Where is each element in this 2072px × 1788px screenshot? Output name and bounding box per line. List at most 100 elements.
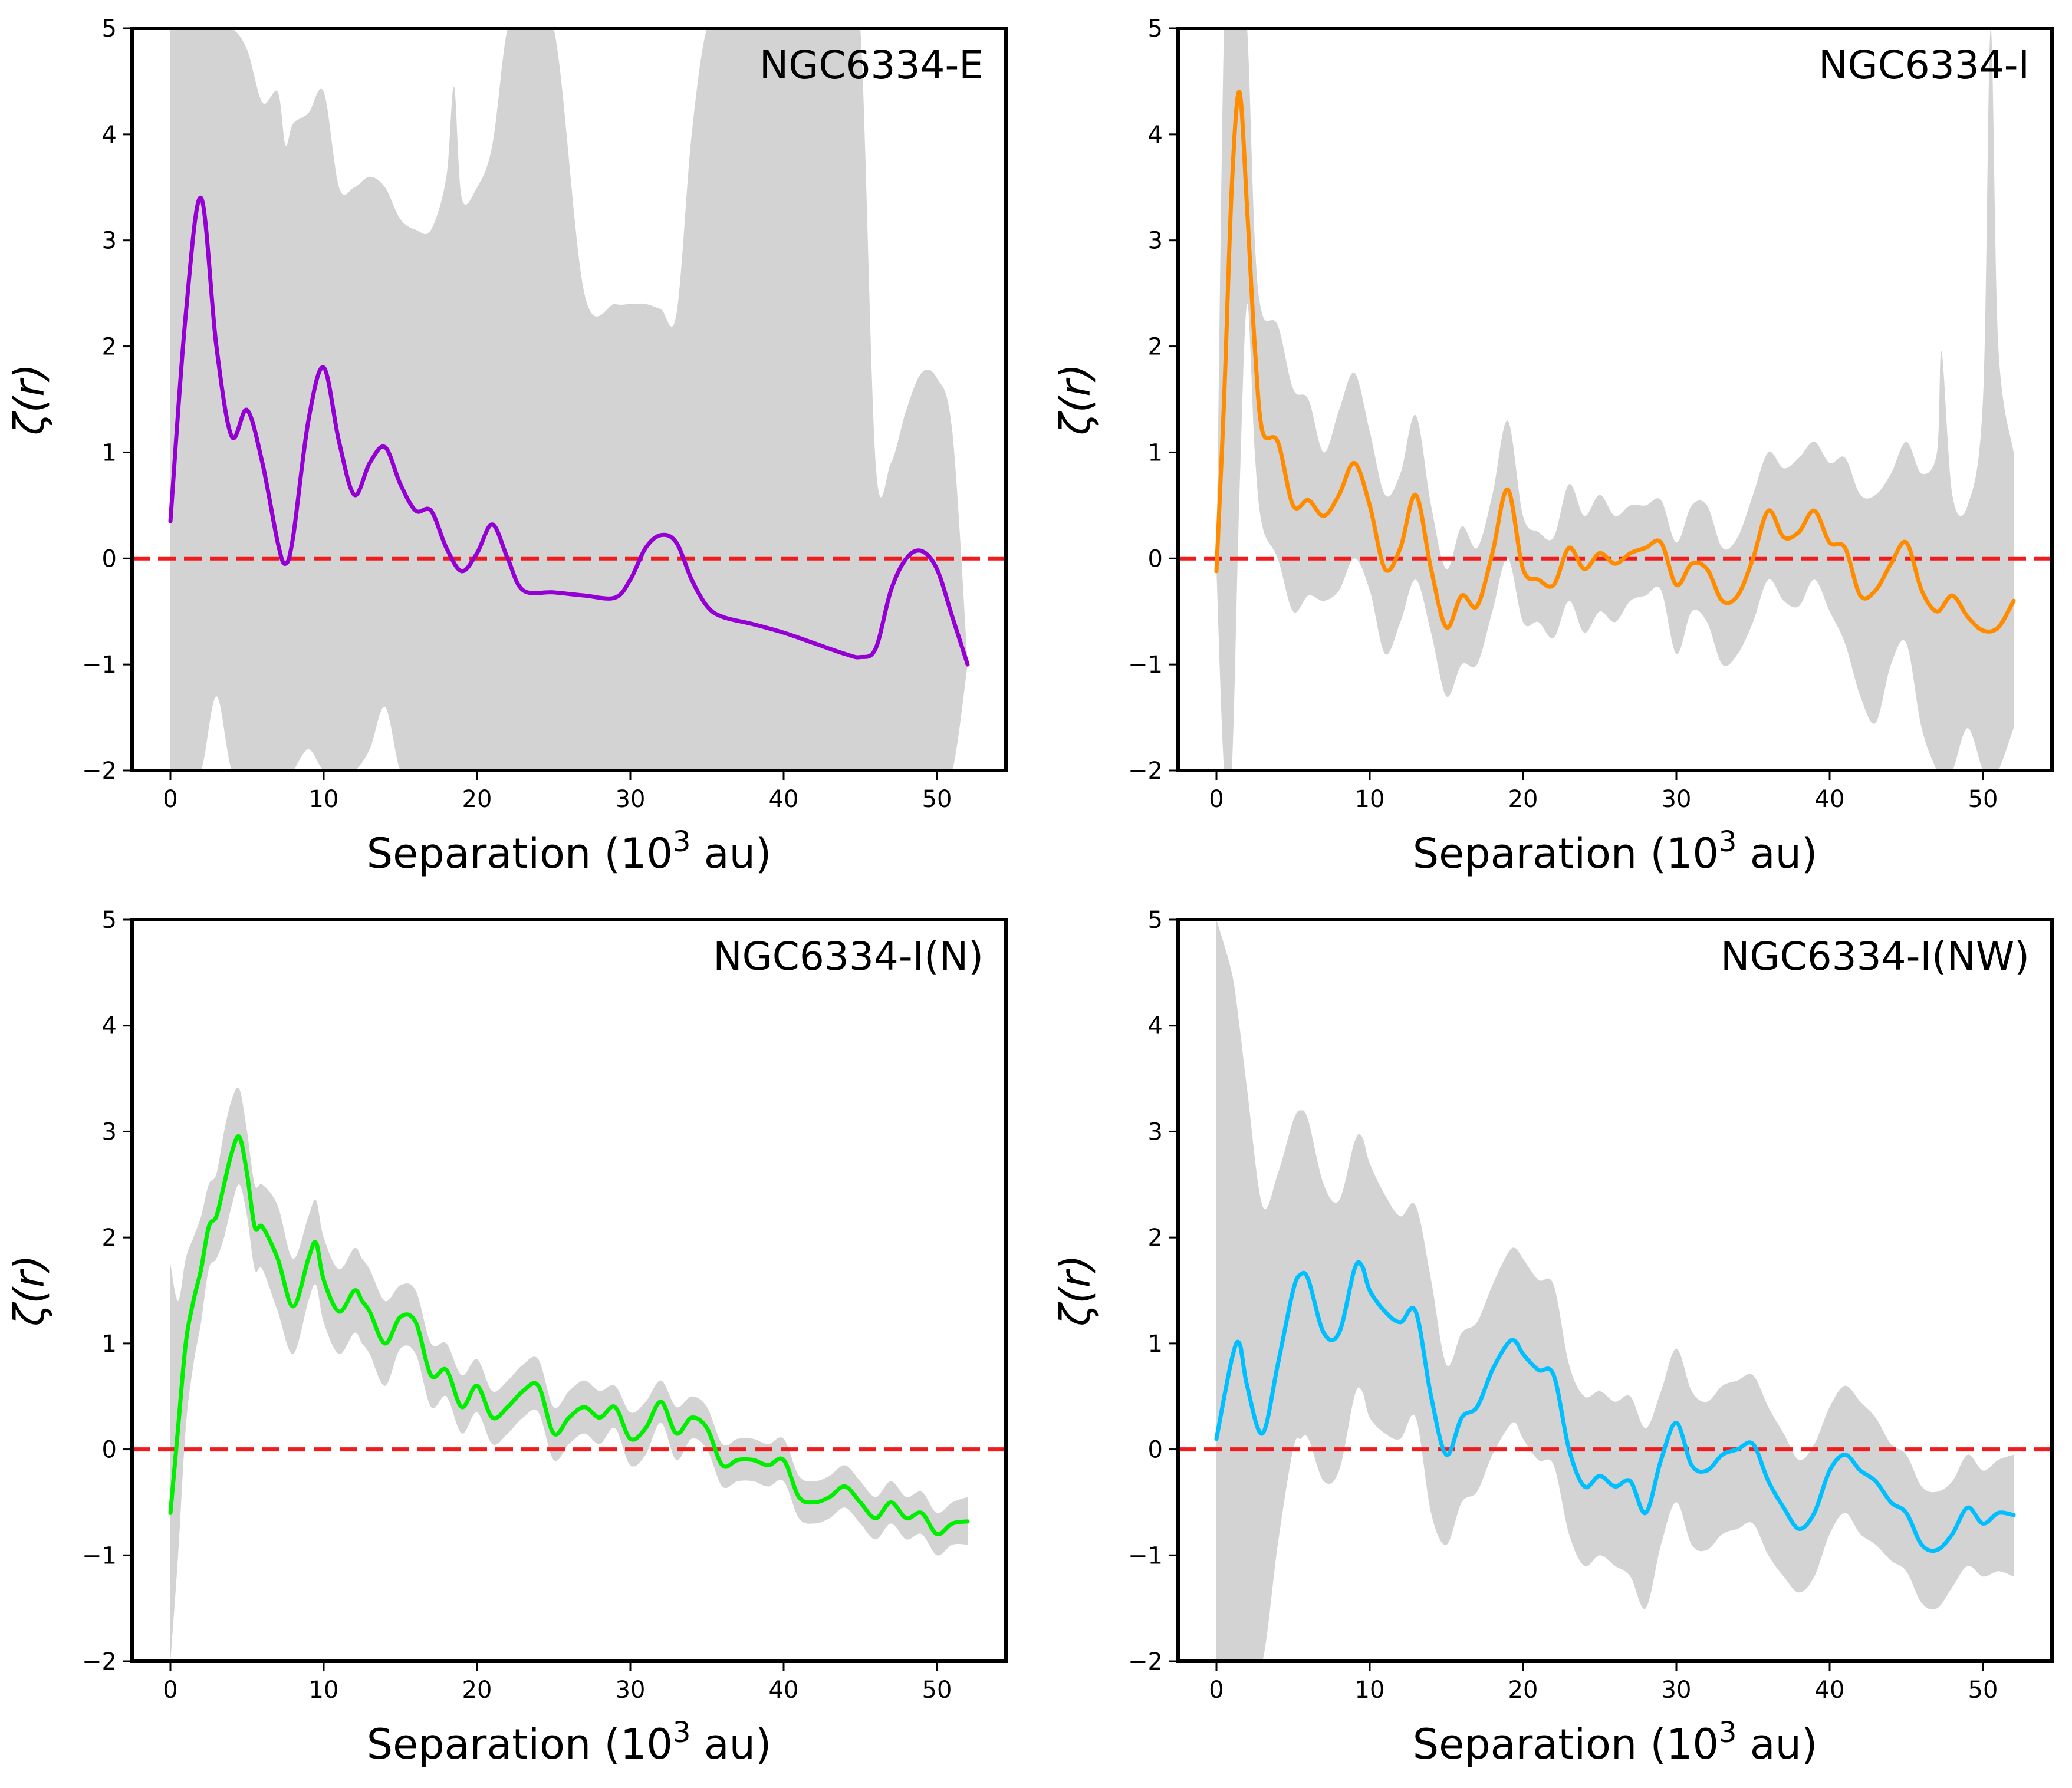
- y-tick-label: −1: [82, 1542, 117, 1569]
- y-tick-label: 4: [102, 1013, 117, 1040]
- x-axis-label-exponent: 3: [673, 1716, 691, 1749]
- y-tick-label: −2: [1128, 1648, 1163, 1675]
- x-tick-label: 20: [462, 786, 492, 813]
- axes-frame: [1176, 27, 2054, 772]
- y-tick-label: −1: [1128, 651, 1163, 679]
- y-tick-label: −2: [82, 1648, 117, 1675]
- y-tick-label: 5: [102, 907, 117, 934]
- x-axis-label-main: Separation (10: [367, 1720, 673, 1769]
- x-axis-label-main: Separation (10: [367, 829, 673, 878]
- plot-area: [1178, 920, 2052, 1661]
- uncertainty-band: [1216, 28, 2014, 770]
- y-tick-label: 5: [1148, 907, 1163, 934]
- y-tick-label: −1: [82, 651, 117, 679]
- x-axis-label-exponent: 3: [1719, 825, 1737, 858]
- x-tick-label: 40: [1815, 1677, 1845, 1704]
- panel-label: NGC6334-E: [759, 42, 984, 88]
- y-tick-label: 2: [102, 334, 117, 361]
- y-tick-label: −2: [82, 758, 117, 785]
- x-axis-label: Separation (103 au): [1413, 825, 1818, 878]
- axes-frame: [130, 918, 1008, 1663]
- y-tick-label: 3: [1148, 228, 1163, 255]
- plot-area: [132, 28, 1006, 770]
- y-tick-label: 3: [102, 1118, 117, 1145]
- x-tick-label: 20: [1508, 786, 1538, 813]
- y-tick-label: −1: [1128, 1542, 1163, 1569]
- series-line: [1214, 90, 2016, 634]
- y-tick-label: 0: [1148, 1437, 1163, 1464]
- y-tick-label: 0: [1148, 545, 1163, 572]
- x-tick-label: 30: [1662, 786, 1692, 813]
- y-tick-label: 2: [1148, 1224, 1163, 1252]
- panel-label: NGC6334-I: [1818, 42, 2030, 88]
- x-tick-label: 0: [1209, 1677, 1224, 1704]
- x-tick-label: 0: [163, 1677, 177, 1704]
- axes-frame: [1176, 918, 2054, 1663]
- x-tick-label: 0: [163, 786, 177, 813]
- y-tick-label: −2: [1128, 758, 1163, 785]
- panel-label: NGC6334-I(NW): [1721, 934, 2030, 979]
- x-tick-label: 10: [309, 786, 339, 813]
- y-tick-label: 4: [1148, 121, 1163, 149]
- x-axis-label-unit: au): [690, 829, 771, 878]
- x-axis-label-main: Separation (10: [1413, 1720, 1719, 1769]
- x-tick-label: 10: [1355, 786, 1385, 813]
- x-tick-label: 50: [1968, 786, 1998, 813]
- y-tick-label: 5: [1148, 15, 1163, 42]
- x-tick-label: 10: [309, 1677, 339, 1704]
- series-line: [168, 196, 970, 667]
- y-tick-label: 5: [102, 15, 117, 42]
- x-tick-label: 30: [1662, 1677, 1692, 1704]
- plot-area: [1178, 28, 2052, 770]
- x-tick-label: 30: [616, 786, 646, 813]
- x-axis-label-main: Separation (10: [1413, 829, 1719, 878]
- y-tick-label: 2: [1148, 334, 1163, 361]
- x-axis-label: Separation (103 au): [367, 825, 772, 878]
- x-tick-label: 50: [922, 786, 952, 813]
- y-tick-label: 0: [102, 1437, 117, 1464]
- y-tick-label: 3: [1148, 1118, 1163, 1145]
- x-tick-label: 50: [1968, 1677, 1998, 1704]
- x-axis-label: Separation (103 au): [1413, 1716, 1818, 1769]
- y-axis-label: ζ(r): [1051, 1254, 1100, 1326]
- x-tick-label: 20: [1508, 1677, 1538, 1704]
- axes-frame: [130, 27, 1008, 772]
- y-tick-label: 1: [102, 439, 117, 466]
- x-tick-label: 40: [1815, 786, 1845, 813]
- x-tick-label: 20: [462, 1677, 492, 1704]
- x-tick-label: 40: [769, 786, 799, 813]
- series-line: [1214, 1260, 2016, 1553]
- uncertainty-band: [170, 28, 968, 770]
- y-tick-label: 3: [102, 228, 117, 255]
- y-tick-label: 1: [1148, 439, 1163, 466]
- x-axis-label-unit: au): [1736, 1720, 1817, 1769]
- x-axis-label-unit: au): [690, 1720, 771, 1769]
- x-axis-label-exponent: 3: [1719, 1716, 1737, 1749]
- x-tick-label: 40: [769, 1677, 799, 1704]
- y-axis-label: ζ(r): [1051, 364, 1100, 436]
- x-tick-label: 50: [922, 1677, 952, 1704]
- y-axis-label: ζ(r): [5, 364, 54, 436]
- plot-area: [132, 1087, 1006, 1661]
- series-line: [168, 1134, 970, 1537]
- y-tick-label: 0: [102, 545, 117, 572]
- x-axis-label-unit: au): [1736, 829, 1817, 878]
- x-tick-label: 10: [1355, 1677, 1385, 1704]
- y-tick-label: 4: [102, 121, 117, 149]
- y-tick-label: 4: [1148, 1013, 1163, 1040]
- uncertainty-band: [1216, 920, 2014, 1661]
- x-axis-label-exponent: 3: [673, 825, 691, 858]
- x-axis-label: Separation (103 au): [367, 1716, 772, 1769]
- panel-label: NGC6334-I(N): [713, 934, 984, 979]
- y-tick-label: 2: [102, 1224, 117, 1252]
- y-tick-label: 1: [102, 1331, 117, 1358]
- y-axis-label: ζ(r): [5, 1254, 54, 1326]
- x-tick-label: 30: [616, 1677, 646, 1704]
- x-tick-label: 0: [1209, 786, 1224, 813]
- y-tick-label: 1: [1148, 1331, 1163, 1358]
